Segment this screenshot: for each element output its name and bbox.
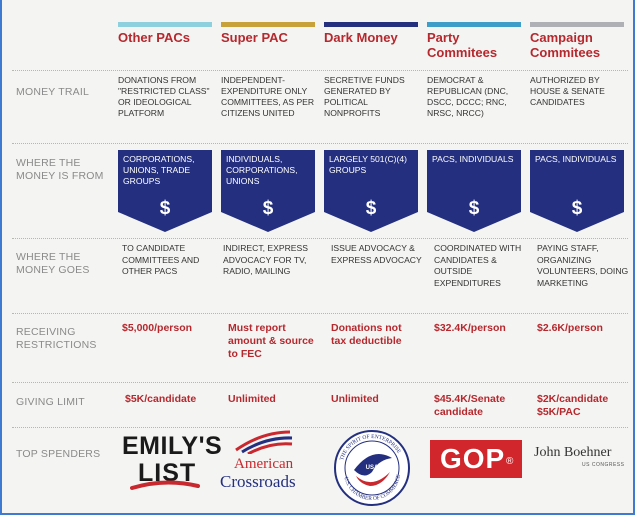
row-label-restrictions: RECEIVING RESTRICTIONS [16,326,97,351]
money-trail-campaign-committees: AUTHORIZED BY HOUSE & SENATE CANDIDATES [530,75,605,107]
row-label-money-trail: MONEY TRAIL [16,86,89,98]
giving-limit-super-pac: Unlimited [228,393,276,405]
dollar-icon: $ [262,198,274,219]
row-label-top-spenders: TOP SPENDERS [16,448,101,460]
money-source-text: LARGELY 501(C)(4) GROUPS [329,154,408,175]
giving-limit-party-committees: $45.4K/Senate candidate [434,393,506,418]
american-crossroads-logo: American Crossroads [220,430,324,496]
column-title-other-pacs: Other PACs [118,30,190,45]
money-goes-campaign-committees: PAYING STAFF, ORGANIZING VOLUNTEERS, DOI… [537,243,629,288]
chamber-of-commerce-logo: THE SPIRIT OF ENTERPRISE U.S. CHAMBER OF… [332,428,412,508]
american-crossroads-line2: Crossroads [220,472,296,491]
column-title-campaign-committees: Campaign Commitees [530,30,601,60]
row-divider [12,70,628,71]
dollar-icon: $ [571,198,583,219]
row-divider [12,143,628,144]
money-trail-dark-money: SECRETIVE FUNDS GENERATED BY POLITICAL N… [324,75,405,118]
money-source-text: INDIVIDUALS, CORPORATIONS, UNIONS [226,154,298,186]
emilys-list-swoosh [130,480,200,490]
dollar-icon: $ [159,198,171,219]
money-goes-dark-money: ISSUE ADVOCACY & EXPRESS ADVOCACY [331,243,422,265]
restriction-super-pac: Must report amount & source to FEC [228,322,314,360]
money-source-text: PACS, INDIVIDUALS [535,154,617,164]
super-pac-bar [221,22,315,27]
money-source-text: PACS, INDIVIDUALS [432,154,514,164]
money-source-text: CORPORATIONS, UNIONS, TRADE GROUPS [123,154,195,186]
restriction-party-committees: $32.4K/person [434,322,506,334]
giving-limit-campaign-committees: $2K/candidate $5K/PAC [537,393,609,418]
giving-limit-dark-money: Unlimited [331,393,379,405]
row-divider [12,313,628,314]
row-divider [12,427,628,428]
party-committees-bar [427,22,521,27]
restriction-dark-money: Donations not tax deductible [331,322,402,347]
money-goes-other-pacs: TO CANDIDATE COMMITTEES AND OTHER PACS [122,243,200,276]
row-label-money-from: WHERE THE MONEY IS FROM [16,157,104,182]
row-divider [12,382,628,383]
gop-logo: GOP ® [430,440,522,478]
money-source-banner: LARGELY 501(C)(4) GROUPS $ [324,150,418,232]
row-divider [12,238,628,239]
dollar-icon: $ [468,198,480,219]
american-crossroads-line1: American [234,456,294,472]
column-title-party-committees: Party Commitees [427,30,498,60]
money-source-banner: PACS, INDIVIDUALS $ [530,150,624,232]
campaign-committees-bar [530,22,624,27]
flag-stripes-icon [235,430,293,454]
restriction-other-pacs: $5,000/person [122,322,193,334]
chamber-seal-icon: THE SPIRIT OF ENTERPRISE U.S. CHAMBER OF… [334,430,410,506]
money-trail-super-pac: INDEPENDENT-EXPENDITURE ONLY COMMITTEES,… [221,75,315,118]
gop-logo-text: GOP [440,443,506,474]
money-source-banner: INDIVIDUALS, CORPORATIONS, UNIONS $ [221,150,315,232]
chamber-center-text: USA [366,465,379,471]
boehner-name: John Boehner [534,445,612,460]
restriction-campaign-committees: $2.6K/person [537,322,603,334]
emilys-list-line1: EMILY'S [122,432,223,460]
emilys-list-logo: EMILY'S LIST [118,432,222,496]
giving-limit-other-pacs: $5K/candidate [125,393,197,405]
column-title-dark-money: Dark Money [324,30,398,45]
row-label-money-goes: WHERE THE MONEY GOES [16,251,90,276]
dollar-icon: $ [365,198,377,219]
boehner-sub: US CONGRESS [582,462,625,468]
other-pacs-bar [118,22,212,27]
money-trail-party-committees: DEMOCRAT & REPUBLICAN (DNC, DSCC, DCCC; … [427,75,509,118]
money-trail-other-pacs: DONATIONS FROM "RESTRICTED CLASS" OR IDE… [118,75,210,118]
registered-mark: ® [506,456,514,467]
money-goes-party-committees: COORDINATED WITH CANDIDATES & OUTSIDE EX… [434,243,522,288]
column-title-super-pac: Super PAC [221,30,288,45]
row-label-giving-limit: GIVING LIMIT [16,396,85,408]
money-source-banner: PACS, INDIVIDUALS $ [427,150,521,232]
dark-money-bar [324,22,418,27]
john-boehner-logo: John Boehner US CONGRESS [534,445,630,479]
money-source-banner: CORPORATIONS, UNIONS, TRADE GROUPS $ [118,150,212,232]
money-goes-super-pac: INDIRECT, EXPRESS ADVOCACY FOR TV, RADIO… [223,243,309,276]
